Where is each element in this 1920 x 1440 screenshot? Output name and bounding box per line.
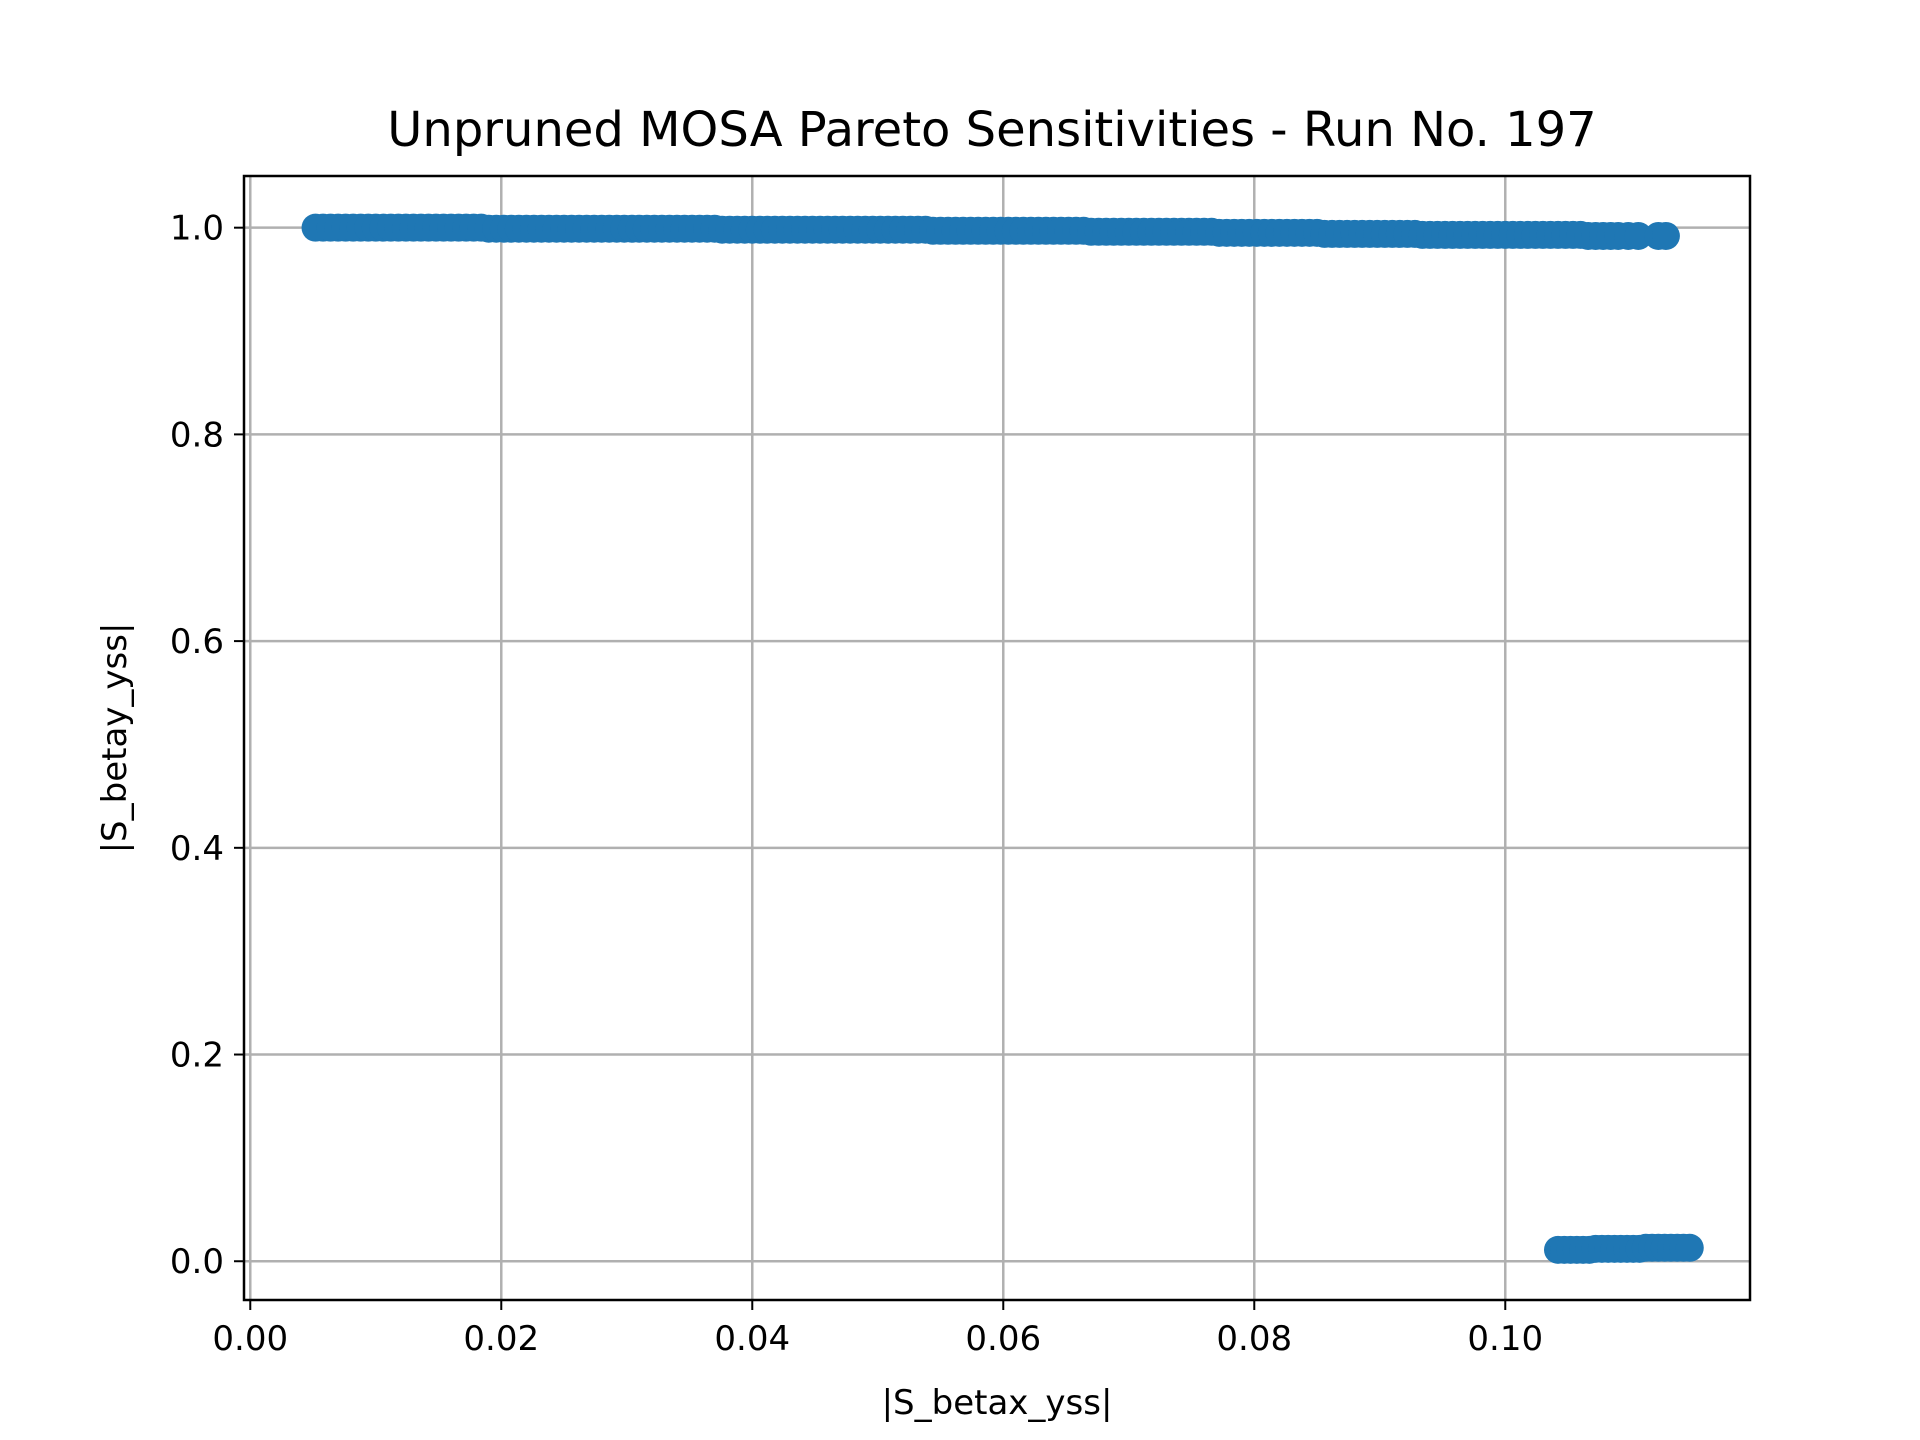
- x-tick-label: 0.04: [714, 1319, 790, 1359]
- y-axis-label: |S_betay_yss|: [95, 623, 135, 854]
- y-tick-label: 0.4: [170, 829, 224, 869]
- y-tick-label: 1.0: [170, 209, 224, 249]
- y-tick-label: 0.2: [170, 1036, 224, 1076]
- y-tick-label: 0.6: [170, 622, 224, 662]
- tick-layer: 0.00 0.02 0.04 0.06 0.08 0.10 0.0 0.2 0.4 0.6 0.8 1…: [170, 209, 1543, 1359]
- plot-frame: [242, 174, 1752, 1302]
- x-axis-label: |S_betax_yss|: [882, 1383, 1113, 1423]
- chart-title: Unpruned MOSA Pareto Sensitivities - Run…: [387, 102, 1596, 158]
- scatter-point: [1651, 221, 1680, 250]
- scatter-point: [1624, 221, 1653, 250]
- x-tick-label: 0.02: [463, 1319, 539, 1359]
- x-tick-label: 0.00: [212, 1319, 288, 1359]
- x-tick-label: 0.08: [1216, 1319, 1292, 1359]
- scatter-point: [1675, 1233, 1704, 1262]
- data-points: [301, 213, 1704, 1264]
- y-tick-label: 0.0: [170, 1242, 224, 1282]
- y-tick-label: 0.8: [170, 415, 224, 455]
- x-tick-label: 0.10: [1467, 1319, 1543, 1359]
- x-tick-label: 0.06: [965, 1319, 1041, 1359]
